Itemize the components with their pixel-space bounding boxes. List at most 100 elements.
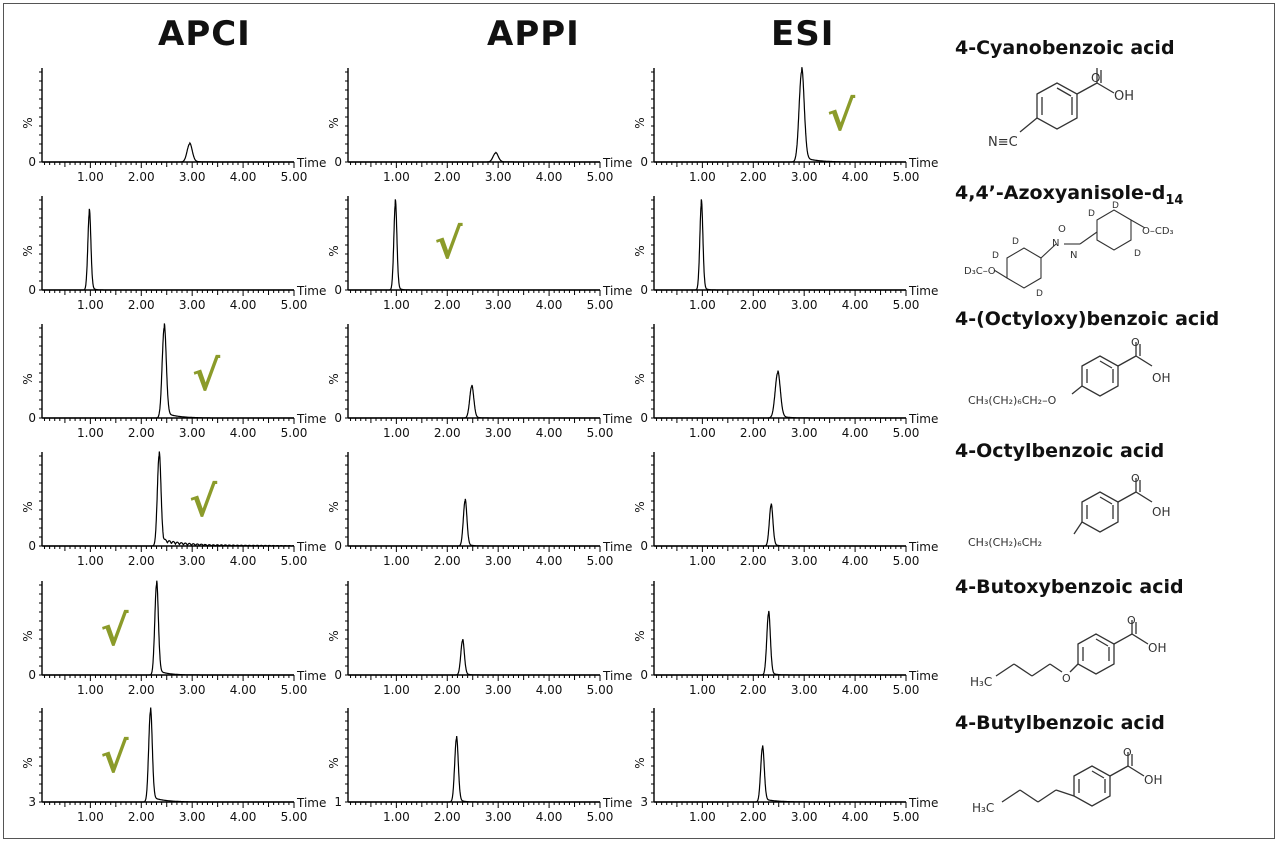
- x-axis-label: Time: [602, 796, 632, 810]
- check-icon: √: [101, 606, 130, 655]
- svg-text:CH₃(CH₂)₆CH₂: CH₃(CH₂)₆CH₂: [968, 536, 1042, 549]
- x-tick-label: 3.00: [791, 426, 818, 440]
- x-tick-label: 3.00: [485, 426, 512, 440]
- y-min-label: 0: [334, 668, 342, 682]
- svg-text:O: O: [1131, 472, 1140, 485]
- peak-trace: [43, 141, 294, 163]
- x-tick-label: 1.00: [689, 426, 716, 440]
- chromatogram-panel: 1.00 2.00 3.00 4.00 5.00% 1 Time: [327, 708, 632, 824]
- y-min-label: 0: [640, 283, 648, 297]
- peak-trace: [43, 208, 294, 291]
- x-tick-label: 4.00: [536, 810, 563, 824]
- chromatogram-panel: 1.00 2.00 3.00 4.00 5.00% 0 Time √: [21, 580, 326, 697]
- y-axis-label: %: [21, 630, 35, 641]
- x-tick-label: 3.00: [179, 170, 206, 184]
- x-tick-label: 5.00: [893, 554, 920, 568]
- y-axis-label: %: [633, 630, 647, 641]
- x-axis-label: Time: [602, 284, 632, 298]
- x-tick-label: 4.00: [536, 683, 563, 697]
- x-tick-label: 4.00: [536, 170, 563, 184]
- x-tick-label: 1.00: [77, 170, 104, 184]
- peak-trace: [349, 384, 600, 419]
- y-axis-label: %: [21, 117, 35, 128]
- svg-text:N: N: [1070, 250, 1077, 261]
- y-axis-label: %: [21, 757, 35, 768]
- x-tick-label: 3.00: [791, 810, 818, 824]
- x-tick-label: 1.00: [77, 683, 104, 697]
- x-axis-label: Time: [602, 669, 632, 683]
- column-title-apci: APCI: [158, 14, 251, 54]
- chromatogram-panel: 1.00 2.00 3.00 4.00 5.00% 0 Time √: [21, 451, 326, 568]
- x-axis-label: Time: [908, 540, 938, 554]
- y-min-label: 0: [28, 411, 36, 425]
- x-tick-label: 1.00: [77, 554, 104, 568]
- x-tick-label: 5.00: [893, 683, 920, 697]
- svg-text:OH: OH: [1114, 89, 1134, 104]
- y-axis-label: %: [327, 501, 341, 512]
- peak-trace: [349, 736, 600, 803]
- x-axis-label: Time: [296, 156, 326, 170]
- x-tick-label: 2.00: [128, 810, 155, 824]
- svg-text:H₃C: H₃C: [970, 675, 992, 689]
- svg-text:O: O: [1058, 224, 1066, 235]
- y-min-label: 0: [334, 283, 342, 297]
- column-title-appi: APPI: [487, 14, 580, 54]
- x-tick-label: 1.00: [689, 554, 716, 568]
- chromatogram-panel: 1.00 2.00 3.00 4.00 5.00% 0 Time: [21, 196, 326, 312]
- x-axis-label: Time: [602, 540, 632, 554]
- x-tick-label: 5.00: [893, 298, 920, 312]
- x-tick-label: 2.00: [740, 683, 767, 697]
- x-axis-label: Time: [602, 156, 632, 170]
- y-axis-label: %: [327, 373, 341, 384]
- x-tick-label: 4.00: [230, 683, 257, 697]
- x-tick-label: 5.00: [281, 810, 308, 824]
- y-min-label: 0: [640, 668, 648, 682]
- svg-text:O: O: [1123, 746, 1132, 759]
- y-min-label: 0: [334, 155, 342, 169]
- peak-trace: [655, 610, 906, 676]
- peak-trace: [349, 639, 600, 676]
- chromatogram-panel: 1.00 2.00 3.00 4.00 5.00% 0 Time: [327, 581, 632, 697]
- svg-text:D: D: [1036, 289, 1043, 299]
- x-tick-label: 5.00: [587, 298, 614, 312]
- x-tick-label: 5.00: [587, 554, 614, 568]
- x-axis-label: Time: [296, 796, 326, 810]
- x-tick-label: 1.00: [689, 683, 716, 697]
- peak-trace: [655, 503, 906, 547]
- x-tick-label: 1.00: [77, 298, 104, 312]
- x-tick-label: 4.00: [842, 810, 869, 824]
- chromatogram-panel: 1.00 2.00 3.00 4.00 5.00% 0 Time √: [633, 67, 938, 184]
- x-tick-label: 2.00: [740, 170, 767, 184]
- x-tick-label: 3.00: [791, 298, 818, 312]
- x-axis-label: Time: [908, 156, 938, 170]
- x-tick-label: 5.00: [281, 298, 308, 312]
- x-tick-label: 4.00: [842, 554, 869, 568]
- compound-name-5: 4-Butoxybenzoic acid: [955, 576, 1184, 598]
- x-tick-label: 2.00: [740, 426, 767, 440]
- x-tick-label: 5.00: [587, 170, 614, 184]
- chromatogram-panel: 1.00 2.00 3.00 4.00 5.00% 0 Time √: [327, 196, 632, 312]
- svg-text:D: D: [1012, 237, 1019, 247]
- x-tick-label: 2.00: [740, 554, 767, 568]
- x-tick-label: 3.00: [485, 683, 512, 697]
- x-tick-label: 5.00: [281, 554, 308, 568]
- y-min-label: 0: [640, 411, 648, 425]
- x-tick-label: 2.00: [434, 298, 461, 312]
- svg-text:CH₃(CH₂)₆CH₂–O: CH₃(CH₂)₆CH₂–O: [968, 394, 1057, 407]
- peak-trace: [655, 370, 906, 419]
- x-axis-label: Time: [296, 540, 326, 554]
- x-tick-label: 3.00: [791, 683, 818, 697]
- y-axis-label: %: [633, 501, 647, 512]
- y-axis-label: %: [21, 501, 35, 512]
- compound-name-2: 4,4’-Azoxyanisole-d14: [955, 182, 1184, 208]
- x-tick-label: 4.00: [230, 554, 257, 568]
- x-tick-label: 5.00: [281, 426, 308, 440]
- svg-text:O: O: [1131, 336, 1140, 349]
- x-tick-label: 2.00: [434, 426, 461, 440]
- check-icon: √: [189, 477, 218, 526]
- chromatogram-panel: 1.00 2.00 3.00 4.00 5.00% 3 Time √: [21, 707, 326, 824]
- check-icon: √: [827, 91, 856, 140]
- column-title-esi: ESI: [771, 14, 835, 54]
- peak-trace: [349, 498, 600, 547]
